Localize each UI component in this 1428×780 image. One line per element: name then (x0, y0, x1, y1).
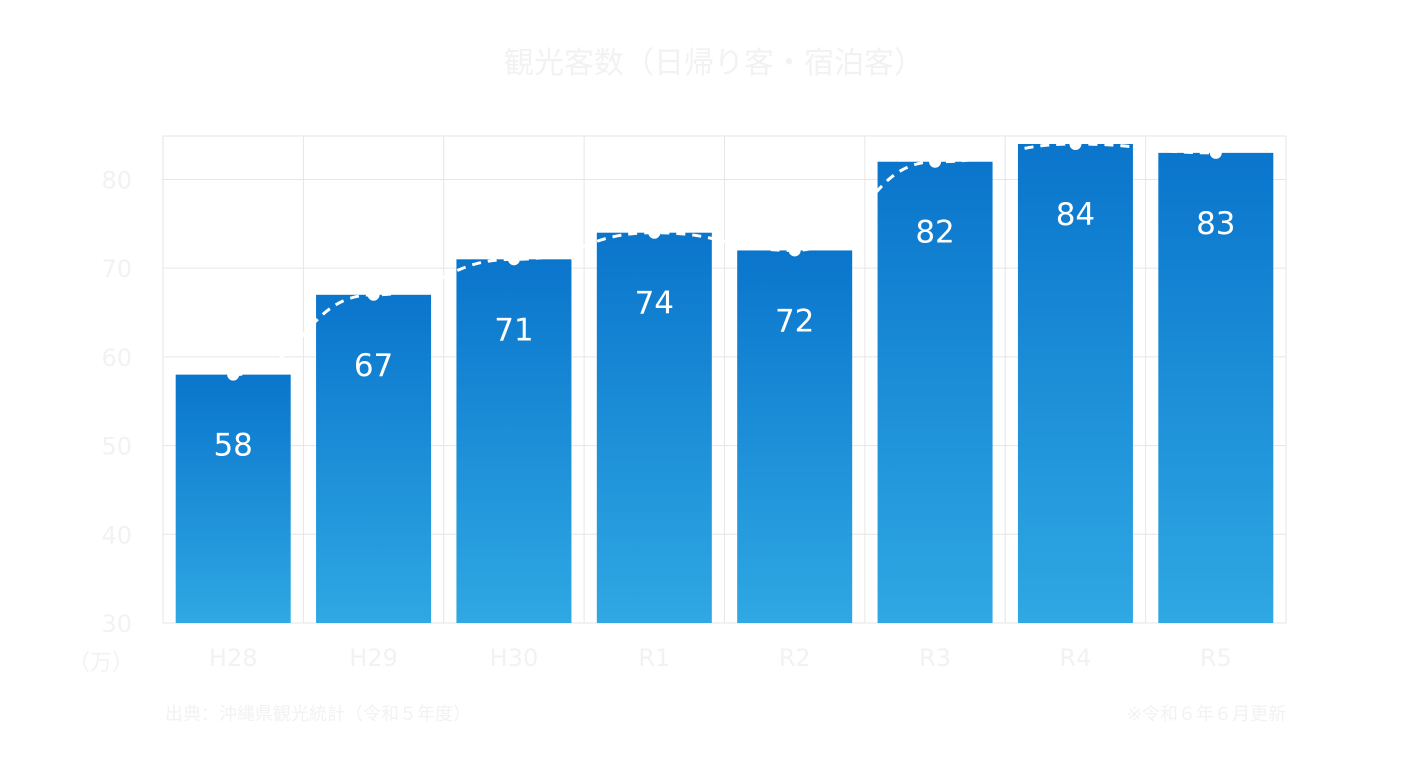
bar-value-label: 74 (635, 286, 674, 322)
y-tick-label: 50 (101, 433, 132, 461)
bar (737, 250, 853, 623)
y-tick-label: 80 (101, 166, 132, 194)
bar (596, 232, 712, 623)
trend-point (929, 155, 942, 168)
bar-value-label: 84 (1056, 197, 1095, 233)
x-tick-label: H30 (490, 644, 539, 672)
bar-layer (175, 144, 1274, 624)
x-tick-label: R4 (1059, 644, 1091, 672)
bar-value-label: 71 (494, 312, 533, 348)
x-tick-label: R2 (779, 644, 811, 672)
y-tick-label: 30 (101, 610, 132, 638)
x-tick-label: R1 (638, 644, 670, 672)
y-axis-unit-label: （万） (68, 651, 135, 676)
trend-point (1069, 138, 1082, 150)
trend-point (227, 368, 240, 381)
trend-point (648, 226, 661, 239)
bar-value-label: 58 (213, 428, 252, 464)
bar-value-label: 83 (1196, 206, 1235, 242)
x-tick-label: H29 (349, 644, 398, 672)
y-tick-label: 40 (101, 521, 132, 549)
bar-value-label: 82 (915, 215, 954, 251)
label-layer: 58 67 71 74 72 82 84 83 (213, 197, 1235, 464)
update-note: ※令和６年６月更新 (1126, 704, 1286, 725)
bar (1017, 144, 1133, 623)
bar (456, 259, 572, 623)
trend-line (233, 142, 1216, 377)
trend-point (788, 244, 801, 257)
y-tick-label: 70 (101, 255, 132, 283)
axis-layer: 30 40 50 60 70 80 H28 H29 H30 R1 R2 R3 R4 R5 (101, 166, 1231, 672)
bar-value-label: 72 (775, 303, 814, 339)
x-tick-label: R5 (1200, 644, 1232, 672)
trend-point (507, 253, 520, 266)
bar (175, 374, 291, 623)
chart-title: 観光客数（日帰り客・宿泊客） (504, 46, 924, 81)
y-tick-label: 60 (101, 344, 132, 372)
source-note: 出典：沖縄県観光統計（令和５年度） (165, 704, 471, 725)
bar (1158, 152, 1274, 624)
x-tick-label: H28 (209, 644, 258, 672)
trend-point (1209, 146, 1222, 159)
trend-point (367, 288, 380, 301)
bar (877, 161, 993, 624)
bar (316, 294, 432, 623)
x-tick-label: R3 (919, 644, 951, 672)
trend-line-layer (227, 138, 1222, 381)
bar-value-label: 67 (354, 348, 393, 384)
